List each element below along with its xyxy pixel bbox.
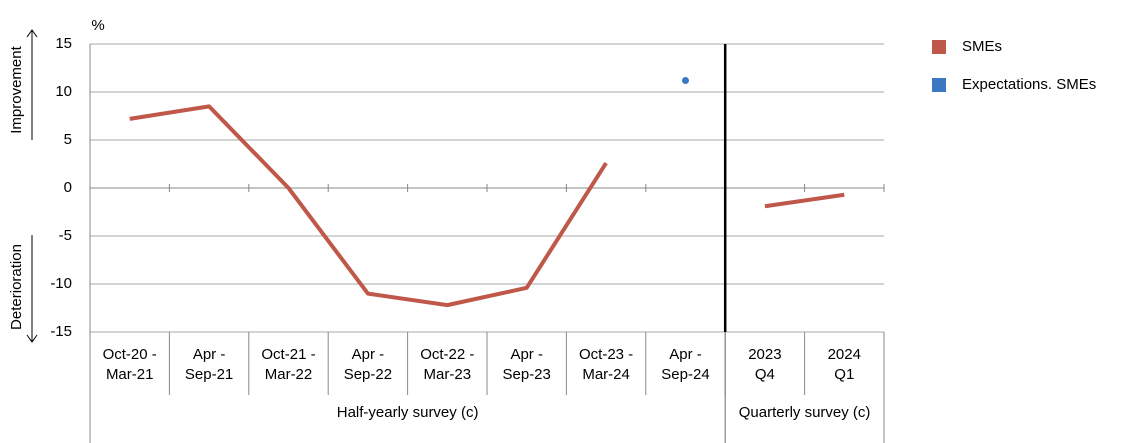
point (682, 76, 689, 84)
x-tick-label: Apr - Sep-21 (184, 346, 234, 383)
legend-label: Expectations. SMEs (962, 76, 1096, 93)
y-tick-label: 10 (55, 83, 72, 100)
y-tick-label: -5 (59, 227, 72, 244)
group-label: Half-yearly survey (c) (336, 404, 479, 421)
y-tick-label: 5 (64, 131, 72, 148)
y-unit: % (91, 17, 104, 34)
x-tick-label: Apr - Sep-22 (343, 346, 393, 383)
legend-swatch (932, 78, 946, 92)
annotation-arrows (26, 29, 38, 343)
y-tick-label: -15 (50, 323, 72, 340)
x-tick-label: Oct-21 - Mar-22 (261, 346, 316, 383)
y-tick-label: 15 (55, 35, 72, 52)
y-tick-label: -10 (50, 275, 72, 292)
series-line (129, 104, 845, 308)
annotation: Deterioration (8, 244, 25, 330)
legend-label: SMEs (962, 38, 1002, 55)
x-tick-label: 2024 Q1 (827, 346, 861, 383)
x-tick-label: Oct-22 - Mar-23 (420, 346, 475, 383)
legend-swatch (932, 40, 946, 54)
x-tick-label: Oct-20 - Mar-21 (102, 346, 157, 383)
x-tick-label: Apr - Sep-23 (502, 346, 551, 383)
x-tick-label: 2023 Q4 (748, 346, 782, 383)
x-tick-label: Apr - Sep-24 (661, 346, 710, 383)
annotation: Improvement (8, 45, 25, 133)
group-label: Quarterly survey (c) (738, 404, 871, 421)
x-tick-label: Oct-23 - Mar-24 (578, 346, 634, 383)
y-tick-label: 0 (64, 179, 72, 196)
